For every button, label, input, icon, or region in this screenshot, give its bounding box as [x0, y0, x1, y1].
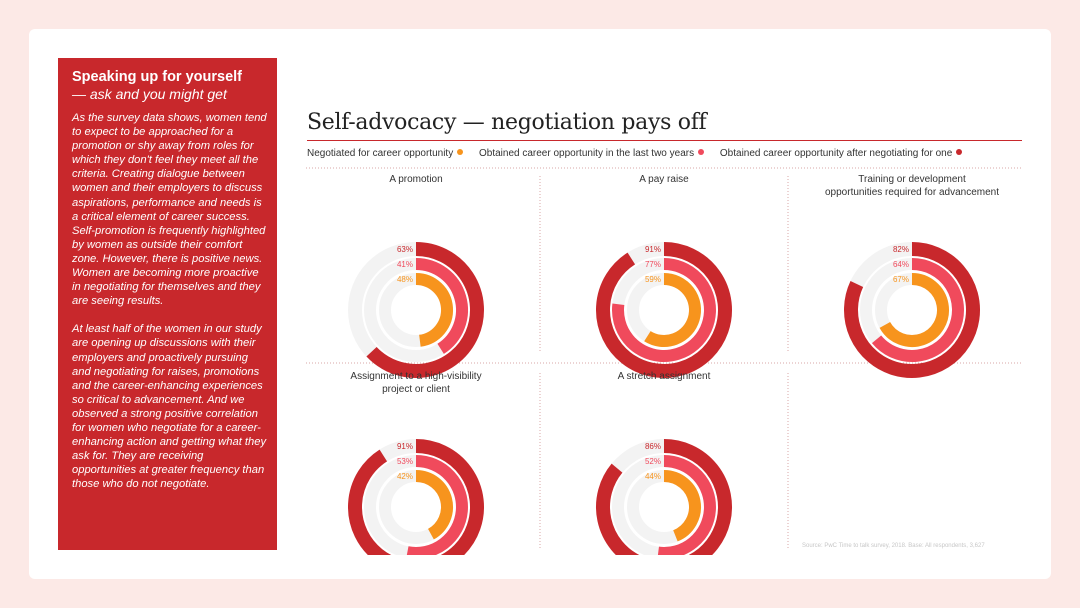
panel-title-3: Training or development opportunities req… — [825, 174, 999, 198]
ring-bar-inner — [415, 470, 453, 540]
panel-title-line: Training or development — [858, 174, 966, 185]
legend-label-obtained-two-years: Obtained career opportunity in the last … — [478, 148, 695, 159]
legend-dot-negotiated — [457, 149, 464, 155]
value-label-inner: 42% — [397, 472, 413, 481]
panel-title-1: A promotion — [389, 174, 442, 185]
value-label-middle: 52% — [645, 457, 661, 466]
panel-title-line: A promotion — [389, 174, 442, 185]
ring-bar-middle — [612, 258, 716, 362]
panel-title-line: A pay raise — [639, 174, 689, 185]
value-label-outer: 82% — [893, 245, 909, 254]
sidebar-subheading: — ask and you might get — [72, 86, 227, 102]
sidebar-paragraph-1: As the survey data shows, women tend to … — [72, 112, 267, 308]
ring-bar-inner — [663, 470, 701, 542]
chart-legend: Negotiated for career opportunity Obtain… — [307, 148, 1022, 159]
value-label-middle: 41% — [397, 260, 413, 269]
panel-title-line: opportunities required for advancement — [825, 187, 999, 198]
value-label-middle: 53% — [397, 457, 413, 466]
legend-item-negotiated: Negotiated for career opportunity — [307, 148, 464, 159]
sidebar-panel: Speaking up for yourself — ask and you m… — [58, 58, 277, 550]
sidebar-paragraph-2: At least half of the women in our study … — [72, 323, 267, 491]
legend-dot-obtained-two-years — [698, 149, 705, 155]
radial-chart-svg: A promotion 63% 41% 48% A pay raise 91% 77% 59%… — [306, 167, 1022, 575]
title-rule — [307, 140, 1022, 141]
value-label-inner: 67% — [893, 275, 909, 284]
radial-chart-grid: A promotion 63% 41% 48% A pay raise 91% 77% 59%… — [300, 160, 1030, 575]
legend-item-obtained-after-negotiating: Obtained career opportunity after negoti… — [719, 148, 963, 159]
ring-bar-outer — [596, 242, 732, 378]
legend-label-obtained-after-negotiating: Obtained career opportunity after negoti… — [719, 148, 953, 159]
chart-panel-4: Assignment to a high-visibility project o… — [348, 371, 484, 575]
chart-title: Self-advocacy — negotiation pays off — [307, 110, 707, 135]
value-label-outer: 91% — [397, 442, 413, 451]
ring-bar-middle — [871, 258, 964, 362]
value-label-inner: 48% — [397, 275, 413, 284]
value-label-middle: 64% — [893, 260, 909, 269]
panel-title-4: Assignment to a high-visibility project o… — [350, 371, 481, 395]
ring-bar-outer — [844, 242, 980, 378]
chart-panel-3: Training or development opportunities req… — [825, 174, 999, 378]
ring-bar-middle — [406, 455, 468, 559]
panel-title-line: A stretch assignment — [618, 371, 711, 382]
ring-bar-outer — [366, 242, 484, 378]
chart-panel-2: A pay raise 91% 77% 59% — [596, 174, 732, 378]
legend-label-negotiated: Negotiated for career opportunity — [307, 148, 454, 159]
panel-title-2: A pay raise — [639, 174, 689, 185]
ring-bar-middle — [657, 455, 716, 559]
source-note: Source: PwC Time to talk survey, 2018. B… — [802, 543, 985, 549]
legend-dot-obtained-after-negotiating — [956, 149, 963, 155]
ring-bar-inner — [644, 273, 701, 347]
panel-title-5: A stretch assignment — [618, 371, 711, 382]
chart-panel-1: A promotion 63% 41% 48% — [348, 174, 484, 378]
panel-title-line: project or client — [382, 384, 450, 395]
sidebar-heading: Speaking up for yourself — [72, 69, 242, 85]
value-label-outer: 63% — [397, 245, 413, 254]
panel-title-line: Assignment to a high-visibility — [350, 371, 481, 382]
value-label-middle: 77% — [645, 260, 661, 269]
chart-panel-5: A stretch assignment 86% 52% 44% — [596, 371, 732, 575]
value-label-outer: 86% — [645, 442, 661, 451]
value-label-inner: 59% — [645, 275, 661, 284]
ring-bar-inner — [415, 273, 454, 347]
ring-bar-inner — [879, 273, 949, 347]
legend-item-obtained-two-years: Obtained career opportunity in the last … — [478, 148, 705, 159]
value-label-inner: 44% — [645, 472, 661, 481]
value-label-outer: 91% — [645, 245, 661, 254]
ring-bar-middle — [415, 258, 468, 354]
